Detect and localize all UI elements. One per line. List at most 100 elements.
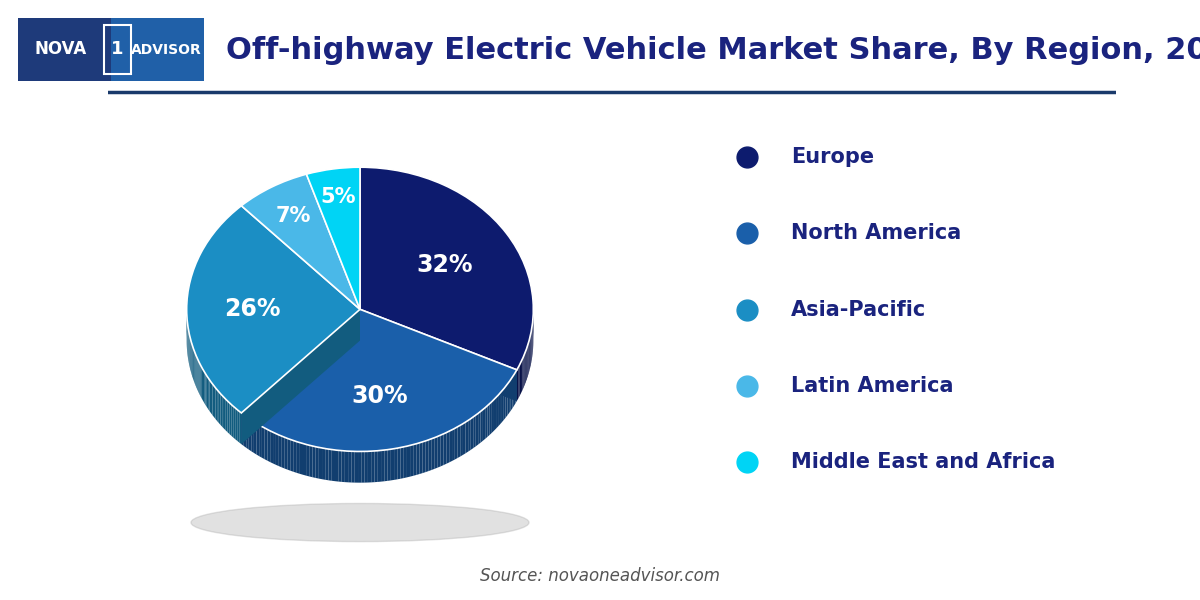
Polygon shape: [208, 378, 210, 411]
Polygon shape: [203, 370, 204, 403]
Polygon shape: [384, 449, 388, 481]
Polygon shape: [241, 413, 244, 446]
Polygon shape: [509, 379, 511, 413]
Polygon shape: [338, 451, 342, 482]
Text: Europe: Europe: [791, 147, 874, 167]
Polygon shape: [259, 425, 262, 458]
Polygon shape: [410, 445, 413, 476]
Polygon shape: [229, 403, 232, 436]
Polygon shape: [325, 449, 329, 480]
Polygon shape: [478, 412, 480, 445]
Polygon shape: [508, 382, 509, 415]
Polygon shape: [342, 451, 344, 482]
Text: North America: North America: [791, 223, 961, 244]
Polygon shape: [361, 451, 365, 482]
Polygon shape: [300, 443, 302, 475]
Text: 1: 1: [112, 40, 124, 58]
Polygon shape: [511, 377, 512, 410]
Polygon shape: [290, 440, 294, 472]
Text: Latin America: Latin America: [791, 376, 954, 396]
Polygon shape: [212, 384, 214, 417]
Polygon shape: [310, 445, 312, 477]
Text: 26%: 26%: [224, 298, 281, 322]
Polygon shape: [248, 418, 251, 451]
Polygon shape: [288, 439, 290, 471]
Polygon shape: [432, 437, 434, 470]
Polygon shape: [485, 406, 487, 439]
Polygon shape: [517, 367, 518, 401]
Polygon shape: [329, 449, 331, 481]
Polygon shape: [468, 419, 470, 452]
FancyBboxPatch shape: [18, 18, 204, 81]
Polygon shape: [466, 421, 468, 453]
Polygon shape: [397, 448, 401, 479]
Polygon shape: [268, 430, 270, 462]
Polygon shape: [276, 434, 278, 466]
Polygon shape: [241, 310, 360, 444]
Polygon shape: [522, 356, 523, 391]
Polygon shape: [401, 447, 403, 479]
Polygon shape: [520, 362, 521, 396]
Text: Middle East and Africa: Middle East and Africa: [791, 452, 1056, 472]
Text: 32%: 32%: [416, 253, 473, 277]
Polygon shape: [302, 443, 306, 476]
Wedge shape: [187, 206, 360, 413]
Polygon shape: [496, 395, 498, 428]
Polygon shape: [348, 451, 352, 482]
Polygon shape: [500, 391, 502, 424]
Polygon shape: [378, 451, 382, 482]
Polygon shape: [416, 443, 420, 475]
Polygon shape: [422, 441, 426, 473]
Polygon shape: [413, 444, 416, 476]
Polygon shape: [226, 399, 228, 432]
Polygon shape: [407, 445, 410, 478]
Polygon shape: [284, 437, 288, 470]
Polygon shape: [254, 422, 257, 455]
Polygon shape: [205, 374, 206, 407]
Polygon shape: [218, 392, 221, 425]
Polygon shape: [241, 310, 360, 444]
Polygon shape: [505, 384, 508, 418]
Polygon shape: [512, 375, 514, 408]
Polygon shape: [352, 451, 355, 482]
Polygon shape: [214, 386, 216, 419]
Polygon shape: [446, 431, 449, 464]
Polygon shape: [239, 412, 241, 444]
Polygon shape: [222, 395, 224, 428]
Polygon shape: [217, 390, 218, 423]
Polygon shape: [365, 451, 368, 482]
Polygon shape: [440, 434, 444, 466]
Polygon shape: [331, 449, 335, 481]
Polygon shape: [449, 430, 452, 463]
Polygon shape: [228, 401, 229, 434]
Polygon shape: [490, 401, 492, 435]
Polygon shape: [216, 388, 217, 421]
Polygon shape: [388, 449, 391, 481]
Polygon shape: [457, 425, 461, 458]
Polygon shape: [470, 417, 473, 450]
Polygon shape: [274, 432, 276, 465]
Polygon shape: [210, 380, 211, 413]
Polygon shape: [475, 413, 478, 446]
Polygon shape: [306, 445, 310, 476]
Polygon shape: [444, 433, 446, 465]
Polygon shape: [360, 310, 517, 401]
Polygon shape: [335, 450, 338, 482]
Polygon shape: [463, 422, 466, 455]
Polygon shape: [244, 415, 246, 448]
Polygon shape: [221, 394, 222, 427]
Text: 5%: 5%: [320, 187, 356, 207]
Polygon shape: [344, 451, 348, 482]
Polygon shape: [504, 386, 505, 420]
Polygon shape: [204, 371, 205, 405]
Polygon shape: [516, 370, 517, 403]
Polygon shape: [494, 397, 496, 431]
Polygon shape: [211, 382, 212, 415]
Polygon shape: [382, 450, 384, 482]
Wedge shape: [241, 310, 517, 451]
Text: NOVA: NOVA: [35, 40, 86, 58]
Polygon shape: [391, 449, 394, 481]
Polygon shape: [238, 410, 239, 443]
Polygon shape: [438, 435, 440, 467]
Text: ADVISOR: ADVISOR: [132, 43, 202, 56]
